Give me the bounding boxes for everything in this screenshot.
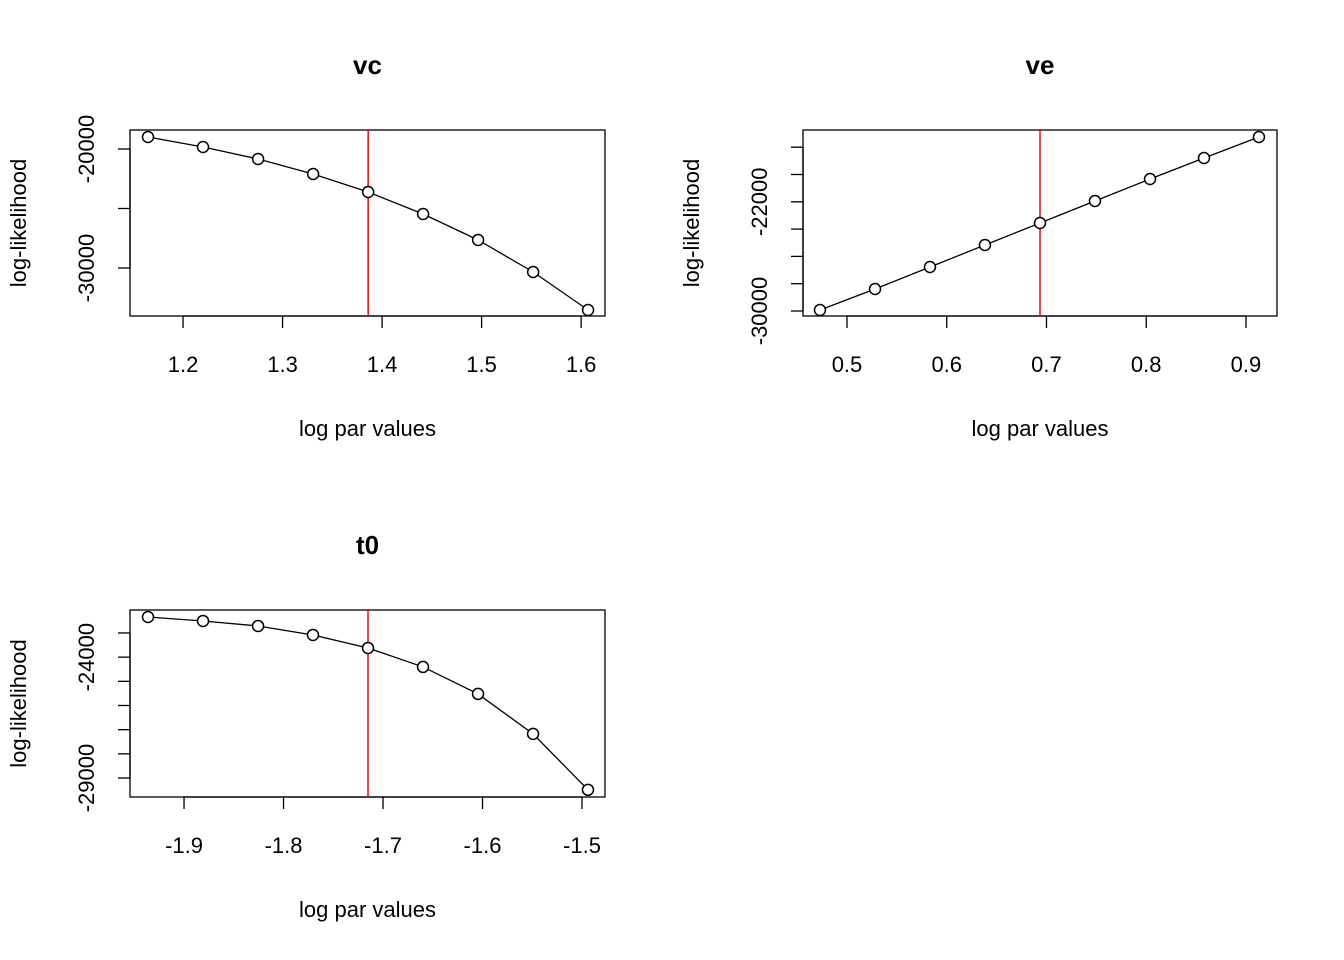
data-point: [251, 619, 265, 633]
x-tick-label: 1.6: [566, 352, 597, 377]
data-point: [196, 614, 210, 628]
x-axis-label: log par values: [299, 897, 436, 922]
x-tick-label: 0.5: [832, 352, 863, 377]
x-tick-label: -1.5: [563, 833, 601, 858]
y-tick-label: -20000: [74, 115, 99, 184]
x-tick-label: 1.4: [367, 352, 398, 377]
data-point: [1143, 172, 1157, 186]
data-point: [1197, 151, 1211, 165]
data-point: [526, 727, 540, 741]
data-point: [581, 783, 595, 797]
data-point: [1033, 216, 1047, 230]
x-tick-label: 0.6: [931, 352, 962, 377]
y-tick-label: -24000: [74, 623, 99, 692]
data-point: [416, 207, 430, 221]
x-tick-label: 0.7: [1031, 352, 1062, 377]
x-axis-label: log par values: [972, 416, 1109, 441]
y-axis-label: log-likelihood: [6, 159, 31, 287]
data-point: [526, 265, 540, 279]
x-tick-label: 1.3: [267, 352, 298, 377]
x-tick-label: 1.5: [466, 352, 497, 377]
x-tick-label: -1.7: [364, 833, 402, 858]
data-point: [471, 233, 485, 247]
data-point: [361, 185, 375, 199]
data-point: [196, 140, 210, 154]
x-axis-label: log par values: [299, 416, 436, 441]
data-point: [141, 130, 155, 144]
y-tick-label: -29000: [74, 744, 99, 813]
y-axis-label: log-likelihood: [679, 159, 704, 287]
data-point: [813, 303, 827, 317]
data-point: [1088, 194, 1102, 208]
y-tick-label: -30000: [747, 277, 772, 346]
data-point: [361, 641, 375, 655]
x-tick-label: -1.9: [165, 833, 203, 858]
panel-title: vc: [353, 50, 382, 80]
x-tick-label: 1.2: [168, 352, 199, 377]
data-point: [306, 167, 320, 181]
data-point: [416, 660, 430, 674]
data-point: [1252, 130, 1266, 144]
data-point: [581, 303, 595, 317]
data-point: [923, 260, 937, 274]
data-point: [978, 238, 992, 252]
data-point: [141, 610, 155, 624]
x-tick-label: 0.8: [1131, 352, 1162, 377]
panel-title: ve: [1026, 50, 1055, 80]
y-tick-label: -30000: [74, 234, 99, 303]
data-point: [306, 628, 320, 642]
panel-title: t0: [356, 530, 379, 560]
x-tick-label: -1.6: [464, 833, 502, 858]
y-tick-label: -22000: [747, 168, 772, 237]
data-point: [868, 282, 882, 296]
x-tick-label: 0.9: [1231, 352, 1262, 377]
data-point: [471, 687, 485, 701]
data-point: [251, 152, 265, 166]
x-tick-label: -1.8: [265, 833, 303, 858]
y-axis-label: log-likelihood: [6, 639, 31, 767]
